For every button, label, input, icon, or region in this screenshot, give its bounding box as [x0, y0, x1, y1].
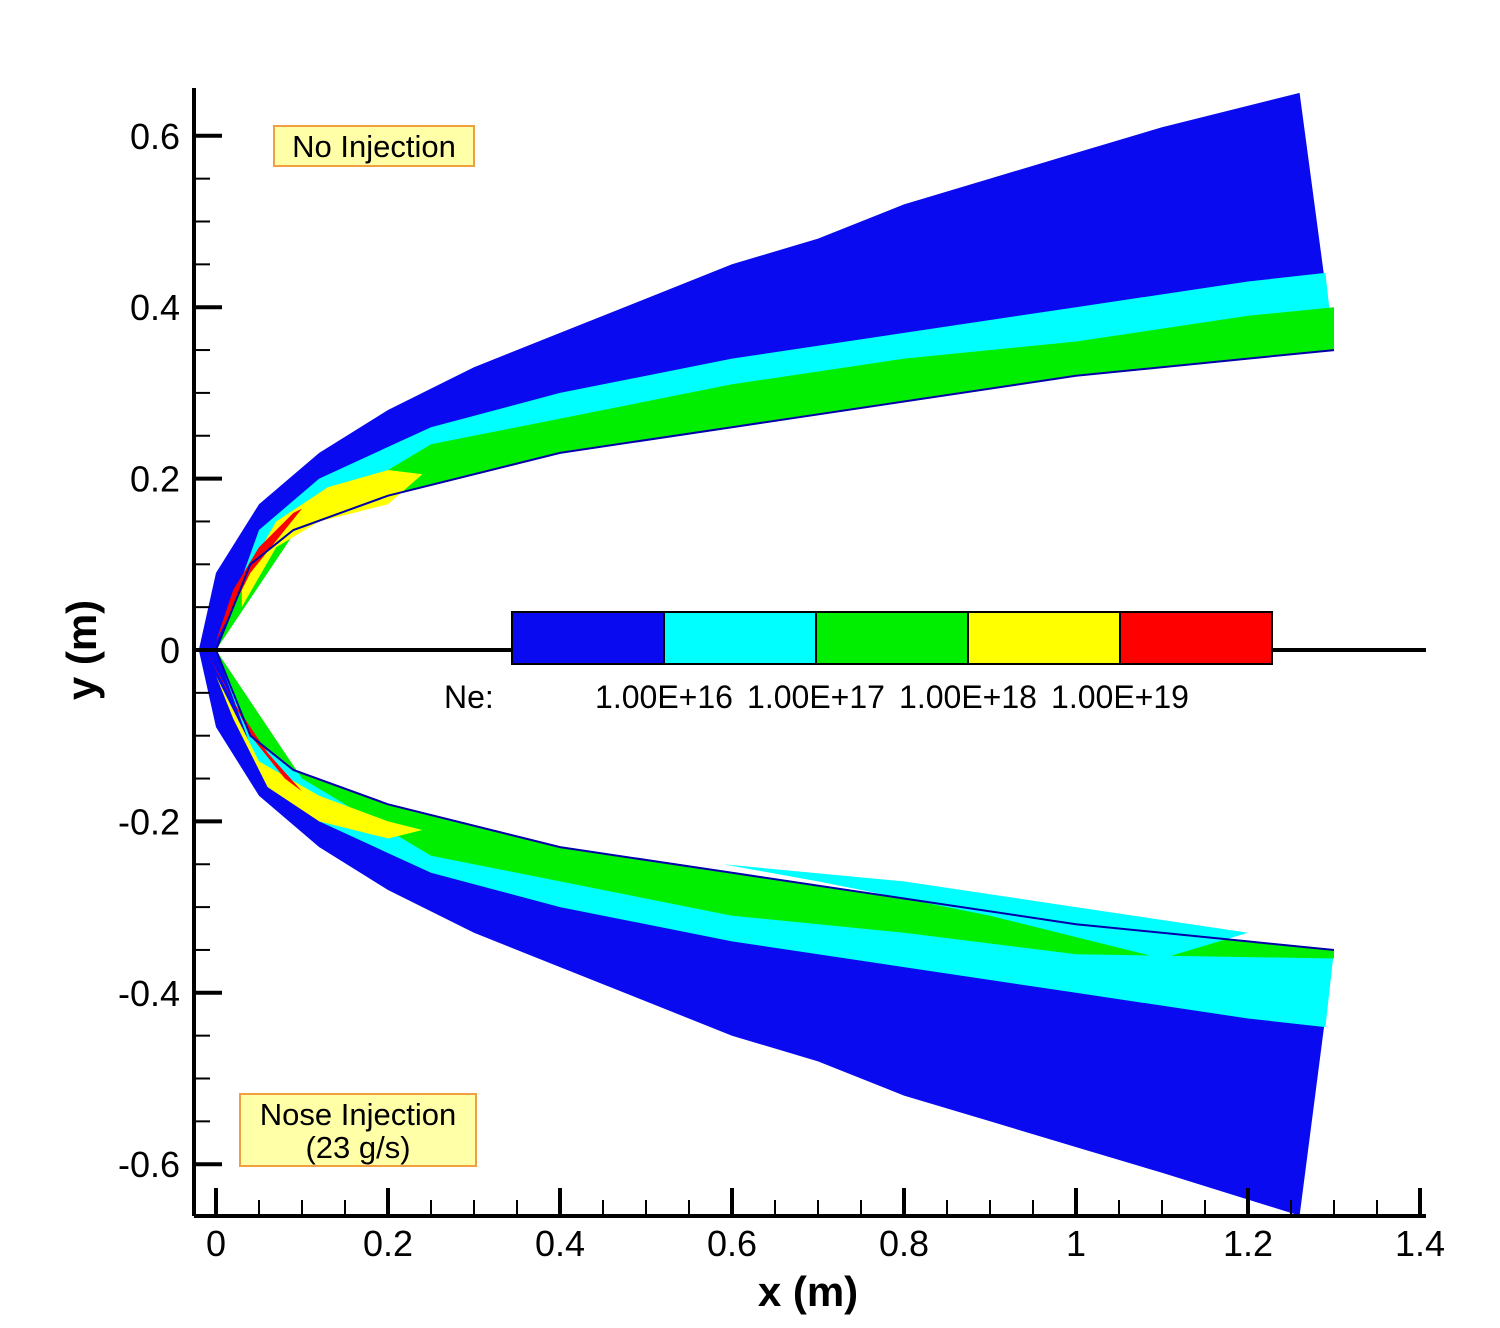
annotation-text: (23 g/s): [305, 1130, 410, 1165]
upper-yellow-region: [241, 470, 423, 608]
colorbar-swatch: [663, 611, 817, 665]
colorbar-level-label: 1.00E+18: [899, 679, 1037, 715]
annotation-nose-injection: Nose Injection(23 g/s): [239, 1093, 477, 1167]
x-tick-label: 0.2: [363, 1223, 413, 1264]
x-tick-label: 1.2: [1223, 1223, 1273, 1264]
y-tick-label: -0.4: [118, 973, 180, 1014]
y-tick-label: -0.6: [118, 1144, 180, 1185]
annotations: No Injection Nose Injection(23 g/s): [239, 125, 477, 1167]
x-tick-label: 0.8: [879, 1223, 929, 1264]
y-tick-label: 0.4: [130, 287, 180, 328]
annotation-no-injection: No Injection: [273, 125, 475, 167]
upper-body-surface-line: [215, 349, 1335, 651]
y-tick-label: -0.2: [118, 801, 180, 842]
y-tick-label: 0.2: [130, 459, 180, 500]
colorbar-swatch: [511, 611, 665, 665]
colorbar-legend: Ne: 1.00E+16 1.00E+17 1.00E+18 1.00E+19: [444, 611, 1273, 715]
colorbar-swatch: [1119, 611, 1273, 665]
annotation-text: No Injection: [292, 129, 456, 164]
y-tick-label: 0: [160, 630, 180, 671]
colorbar-swatch: [815, 611, 969, 665]
colorbar-level-label: 1.00E+17: [747, 679, 885, 715]
y-tick-label: 0.6: [130, 116, 180, 157]
x-tick-label: 0: [206, 1223, 226, 1264]
y-axis-title: y (m): [58, 600, 105, 700]
x-tick-label: 0.6: [707, 1223, 757, 1264]
x-tick-label: 1: [1066, 1223, 1086, 1264]
x-tick-label: 0.4: [535, 1223, 585, 1264]
lower-green-region: [216, 650, 1334, 959]
y-ticks: 0.6 0.4 0.2 0 -0.2 -0.4 -0.6: [118, 116, 222, 1185]
x-tick-label: 1.4: [1395, 1223, 1445, 1264]
contour-regions: [198, 92, 1335, 1216]
annotation-text: Nose Injection: [260, 1097, 456, 1132]
upper-green-region: [216, 307, 1334, 650]
colorbar-swatch: [967, 611, 1121, 665]
annotation-box: [239, 1093, 477, 1167]
lower-body-surface-line: [215, 649, 1335, 951]
annotation-box: [273, 125, 475, 167]
lower-yellow-region: [216, 675, 423, 839]
colorbar-title: Ne:: [444, 679, 494, 715]
colorbar-level-label: 1.00E+19: [1051, 679, 1189, 715]
colorbar-level-label: 1.00E+16: [595, 679, 733, 715]
x-ticks: 0 0.2 0.4 0.6 0.8 1 1.2 1.4: [206, 1188, 1445, 1264]
x-axis-title: x (m): [758, 1268, 858, 1315]
